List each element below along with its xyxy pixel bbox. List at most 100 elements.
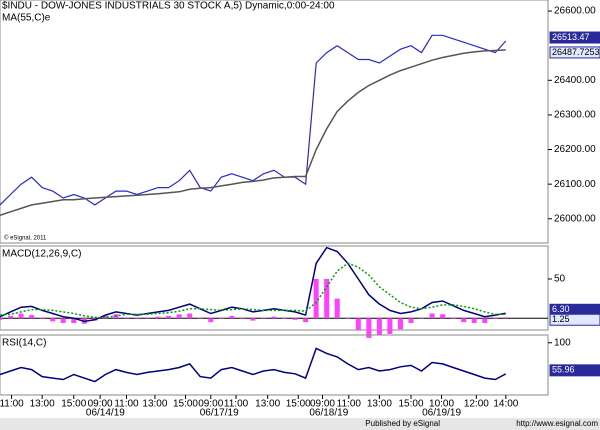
histogram-bar: [250, 318, 256, 321]
histogram-bar: [102, 315, 108, 319]
x-tick-label: 13:00: [142, 399, 167, 410]
histogram-bar: [292, 318, 298, 320]
histogram-bar: [187, 313, 193, 319]
histogram-bar: [8, 315, 14, 319]
x-tick-label: 13:00: [30, 399, 55, 410]
y-tick-label: 26300.00: [554, 110, 596, 121]
histogram-bar: [60, 318, 66, 323]
footer-url: http://www.esignal.com: [516, 419, 598, 428]
date-label: 06/19/19: [422, 408, 461, 419]
panel-frame: [0, 0, 549, 244]
histogram-bar: [376, 318, 382, 336]
date-label: 06/17/19: [200, 408, 239, 419]
value-marker-label: 26487.7253: [552, 47, 600, 57]
x-tick-label: 13:00: [367, 399, 392, 410]
y-tick-label: 50: [554, 274, 566, 285]
y-tick-label: 26400.00: [554, 75, 596, 86]
histogram-bar: [419, 318, 425, 319]
histogram-bar: [440, 314, 446, 319]
x-tick-label: 10:00: [429, 399, 454, 410]
histogram-bar: [208, 318, 214, 323]
x-tick-label: 15:00: [398, 399, 423, 410]
x-tick-label: 09:00: [198, 399, 223, 410]
series-line: [0, 49, 506, 217]
histogram-bar: [123, 317, 129, 319]
histogram-bar: [29, 315, 35, 319]
histogram-bar: [197, 318, 203, 319]
histogram-bar: [313, 278, 319, 319]
panel-frame: [0, 334, 549, 396]
credit: © eSignal, 2011: [4, 235, 47, 242]
histogram-bar: [492, 318, 498, 320]
panel-label: RSI(14,C): [2, 338, 46, 349]
date-label: 06/14/19: [86, 408, 125, 419]
value-marker-box: [549, 364, 600, 377]
value-marker-label: 6.30: [552, 304, 570, 314]
histogram-bar: [239, 318, 245, 319]
histogram-bar: [387, 318, 393, 334]
date-label: 06/18/19: [309, 408, 348, 419]
x-tick-label: 15:00: [173, 399, 198, 410]
histogram-bar: [155, 316, 161, 319]
series-line: [0, 347, 507, 383]
histogram-bar: [229, 315, 235, 319]
chart-title: $INDU - DOW-JONES INDUSTRIALS 30 STOCK A…: [2, 1, 335, 12]
histogram-bar: [18, 313, 24, 319]
footer-text: Published by eSignal: [365, 419, 440, 428]
value-marker-label: 1.25: [552, 314, 570, 324]
histogram-bar: [366, 318, 372, 338]
y-tick-label: 26600.00: [554, 6, 596, 17]
x-tick-label: 12:00: [464, 399, 489, 410]
histogram-bar: [71, 318, 77, 323]
histogram-bar: [145, 317, 151, 319]
y-tick-label: 26100.00: [554, 179, 596, 190]
panel-label: MA(55,C)e: [2, 13, 51, 24]
histogram-bar: [282, 318, 288, 319]
histogram-bar: [271, 316, 277, 319]
x-tick-label: 13:00: [255, 399, 280, 410]
histogram-bar: [134, 318, 140, 320]
x-tick-label: 09:00: [88, 399, 113, 410]
y-tick-label: 100: [554, 337, 571, 348]
histogram-bar: [461, 318, 467, 323]
y-tick-label: 26000.00: [554, 213, 596, 224]
value-marker-box: [549, 46, 600, 59]
y-tick-label: 26200.00: [554, 144, 596, 155]
panel-frame: [0, 245, 549, 331]
histogram-bar: [176, 314, 182, 319]
x-tick-label: 09:00: [310, 399, 335, 410]
histogram-bar: [397, 318, 403, 330]
histogram-bar: [334, 298, 340, 319]
histogram-bar: [503, 317, 509, 319]
histogram-bar: [345, 318, 351, 319]
x-tick-label: 11:00: [337, 399, 362, 410]
histogram-bar: [39, 318, 45, 320]
histogram-bar: [166, 315, 172, 319]
histogram-bar: [482, 318, 488, 323]
footer-band: [0, 418, 600, 430]
histogram-bar: [303, 318, 309, 323]
value-marker-box: [549, 313, 600, 326]
x-tick-label: 11:00: [0, 399, 24, 410]
value-marker-box: [549, 31, 600, 44]
series-line: [0, 262, 506, 319]
x-tick-label: 15:00: [286, 399, 311, 410]
value-marker-label: 55.96: [552, 365, 575, 375]
x-tick-label: 14:00: [493, 399, 518, 410]
x-tick-label: 11:00: [224, 399, 249, 410]
value-marker-label: 26513.47: [552, 32, 590, 42]
histogram-bar: [324, 278, 330, 319]
histogram-bar: [355, 318, 361, 330]
x-tick-label: 15:00: [61, 399, 86, 410]
histogram-bar: [50, 318, 56, 322]
histogram-bar: [471, 318, 477, 323]
histogram-bar: [429, 313, 435, 319]
x-tick-label: 11:00: [114, 399, 139, 410]
histogram-bar: [260, 318, 266, 319]
histogram-bar: [218, 318, 224, 319]
panel-label: MACD(12,26,9,C): [2, 249, 81, 260]
histogram-bar: [450, 318, 456, 320]
